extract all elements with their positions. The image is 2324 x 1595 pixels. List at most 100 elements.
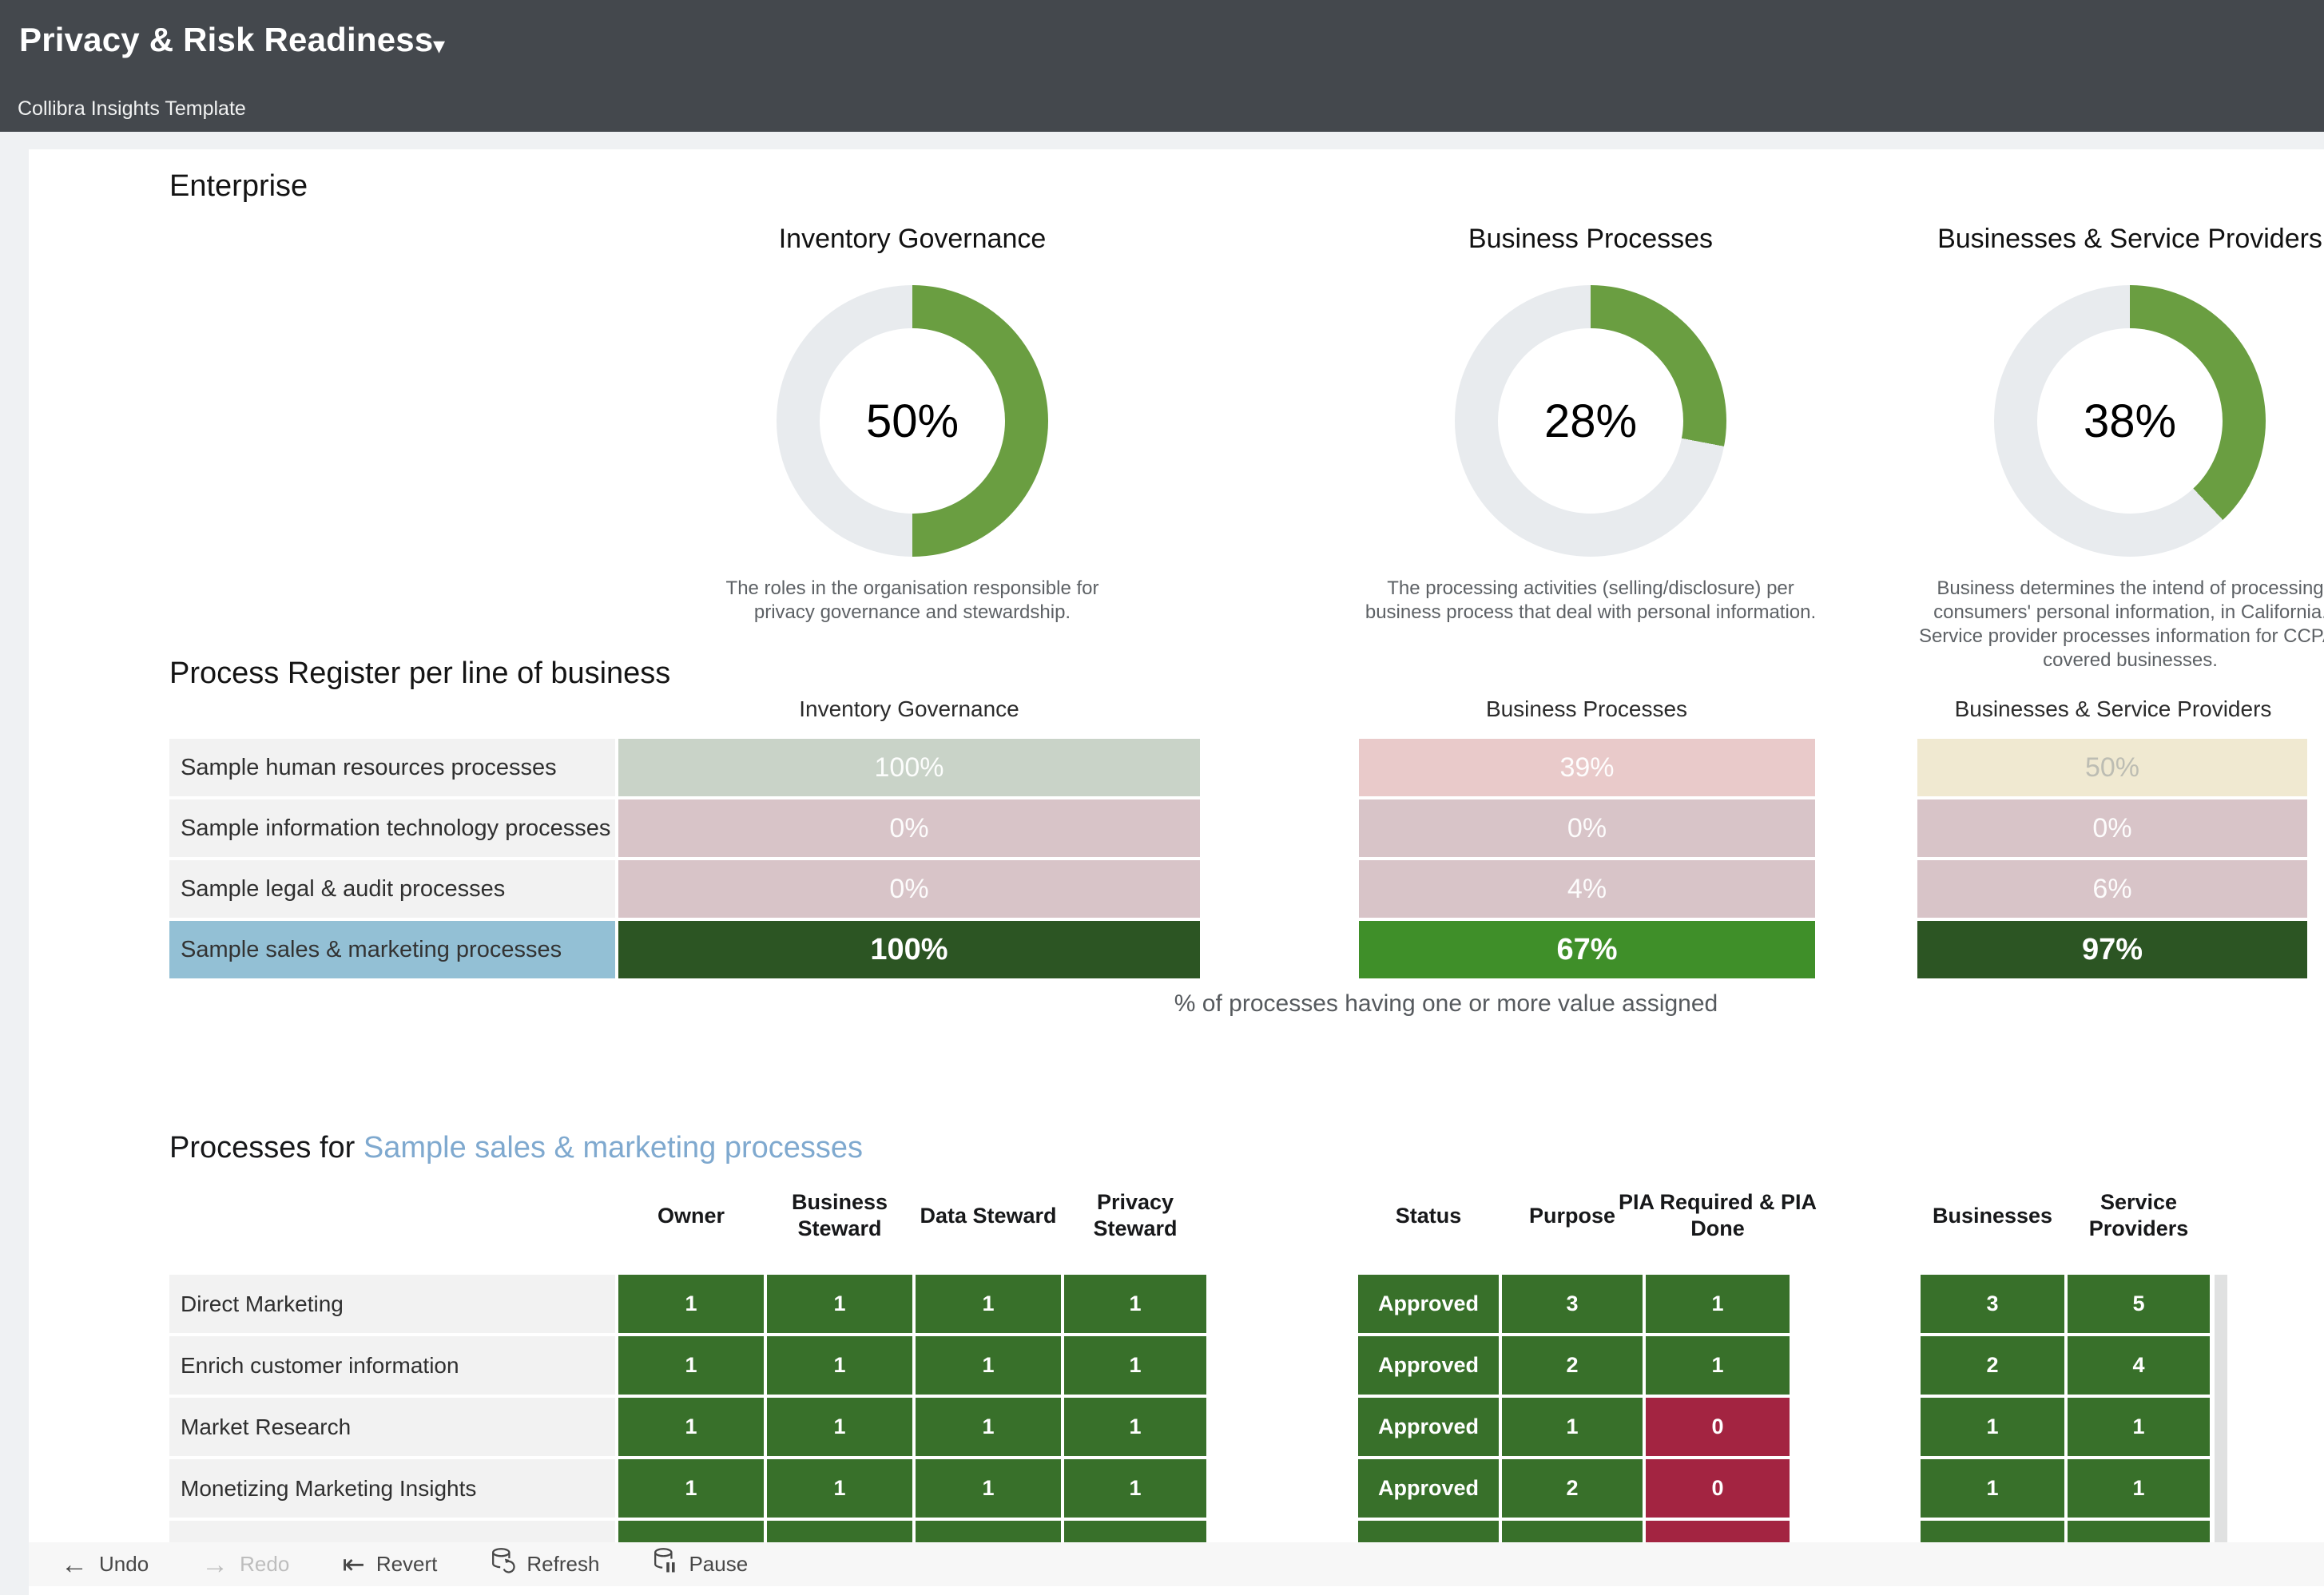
process-cell-purpose[interactable]: 2	[1502, 1459, 1643, 1518]
register-row-selected: Sample sales & marketing processes 100% …	[0, 921, 2324, 978]
process-cell-data-steward[interactable]: 1	[916, 1336, 1061, 1395]
bottom-toolbar: ← Undo → Redo ⇤ Revert Refresh	[29, 1542, 2324, 1586]
process-cell-pia[interactable]: 0	[1646, 1398, 1790, 1456]
register-cell[interactable]: 50%	[1917, 739, 2307, 796]
database-refresh-icon	[490, 1547, 516, 1581]
process-row: Market Research 1 1 1 1 Approved 1 0 1 1	[0, 1398, 2324, 1456]
processes-column-header-businesses: Businesses	[1932, 1203, 2053, 1228]
process-cell-pia[interactable]: 1	[1646, 1336, 1790, 1395]
process-cell-business-steward[interactable]: 1	[767, 1336, 912, 1395]
process-cell-status[interactable]: Approved	[1358, 1459, 1499, 1518]
process-cell-purpose[interactable]: 1	[1502, 1398, 1643, 1456]
register-cell[interactable]: 97%	[1917, 921, 2307, 978]
process-cell-owner[interactable]: 1	[618, 1459, 764, 1518]
process-cell-business-steward[interactable]: 1	[767, 1275, 912, 1333]
revert-label: Revert	[375, 1552, 438, 1576]
register-row-label[interactable]: Sample human resources processes	[169, 739, 615, 796]
process-cell-owner[interactable]: 1	[618, 1336, 764, 1395]
register-cell[interactable]: 100%	[618, 921, 1200, 978]
process-cell-data-steward[interactable]: 1	[916, 1275, 1061, 1333]
processes-column-header-owner: Owner	[657, 1203, 725, 1228]
donut-value-label: 28%	[1543, 395, 1638, 447]
process-cell-businesses[interactable]: 1	[1921, 1398, 2064, 1456]
processes-column-header-service-providers: Service Providers	[2088, 1190, 2189, 1240]
process-cell-businesses[interactable]: 3	[1921, 1275, 2064, 1333]
process-row-label[interactable]: Market Research	[169, 1398, 615, 1456]
process-cell-owner[interactable]: 1	[618, 1275, 764, 1333]
process-cell-pia[interactable]: 1	[1646, 1275, 1790, 1333]
register-cell[interactable]: 100%	[618, 739, 1200, 796]
process-row: Monetizing Marketing Insights 1 1 1 1 Ap…	[0, 1459, 2324, 1518]
donut-chart-business-processes[interactable]: 28%	[1455, 285, 1726, 557]
register-cell[interactable]: 0%	[1917, 799, 2307, 857]
register-column-header: Inventory Governance	[799, 696, 1019, 721]
register-cell[interactable]: 39%	[1359, 739, 1815, 796]
donut-chart-inventory-governance[interactable]: 50%	[777, 285, 1048, 557]
chevron-down-icon[interactable]: ▾	[433, 33, 446, 59]
pause-button[interactable]: Pause	[652, 1547, 748, 1581]
processes-column-header-status: Status	[1395, 1203, 1462, 1228]
process-cell-privacy-steward[interactable]: 1	[1064, 1459, 1206, 1518]
donut-chart-businesses-service-providers[interactable]: 38%	[1994, 285, 2266, 557]
register-footnote: % of processes having one or more value …	[1174, 990, 1718, 1017]
register-column-header: Businesses & Service Providers	[1954, 696, 2272, 721]
table-vertical-scrollbar[interactable]	[2215, 1275, 2227, 1542]
register-row-label[interactable]: Sample information technology processes	[169, 799, 615, 857]
processes-column-header-pia: PIA Required & PIA Done	[1618, 1190, 1817, 1240]
database-pause-icon	[652, 1547, 677, 1581]
revert-button[interactable]: ⇤ Revert	[342, 1549, 438, 1580]
register-row: Sample human resources processes 100% 39…	[0, 739, 2324, 796]
process-row-label[interactable]: Monetizing Marketing Insights	[169, 1459, 615, 1518]
donut-value-label: 50%	[865, 395, 959, 447]
process-cell-privacy-steward[interactable]: 1	[1064, 1275, 1206, 1333]
process-cell-status[interactable]: Approved	[1358, 1398, 1499, 1456]
processes-column-header-privacy-steward: Privacy Steward	[1093, 1190, 1178, 1240]
process-cell-purpose[interactable]: 2	[1502, 1336, 1643, 1395]
process-cell-data-steward[interactable]: 1	[916, 1398, 1061, 1456]
donut-description: The processing activities (selling/discl…	[1365, 577, 1817, 623]
pause-label: Pause	[689, 1552, 749, 1576]
process-cell-service-providers[interactable]: 5	[2068, 1275, 2210, 1333]
register-cell[interactable]: 67%	[1359, 921, 1815, 978]
processes-column-header-business-steward: Business Steward	[791, 1190, 888, 1240]
process-cell-businesses[interactable]: 1	[1921, 1459, 2064, 1518]
donut-hole: 28%	[1498, 328, 1683, 514]
processes-title-prefix: Processes for	[169, 1131, 363, 1165]
report-title[interactable]: Privacy & Risk Readiness	[19, 21, 434, 58]
redo-button[interactable]: → Redo	[201, 1551, 289, 1578]
process-cell-privacy-steward[interactable]: 1	[1064, 1336, 1206, 1395]
register-cell[interactable]: 4%	[1359, 860, 1815, 918]
process-cell-service-providers[interactable]: 1	[2068, 1459, 2210, 1518]
process-cell-service-providers[interactable]: 4	[2068, 1336, 2210, 1395]
register-cell[interactable]: 0%	[1359, 799, 1815, 857]
process-row-label[interactable]: Direct Marketing	[169, 1275, 615, 1333]
process-row-label[interactable]: Enrich customer information	[169, 1336, 615, 1395]
process-cell-service-providers[interactable]: 1	[2068, 1398, 2210, 1456]
process-cell-business-steward[interactable]: 1	[767, 1398, 912, 1456]
register-cell[interactable]: 0%	[618, 799, 1200, 857]
processes-column-header-purpose: Purpose	[1528, 1203, 1616, 1228]
refresh-label: Refresh	[526, 1552, 600, 1576]
arrow-to-bar-icon: ⇤	[342, 1549, 365, 1580]
process-cell-purpose[interactable]: 3	[1502, 1275, 1643, 1333]
process-cell-data-steward[interactable]: 1	[916, 1459, 1061, 1518]
section-title-processes: Processes for Sample sales & marketing p…	[169, 1131, 863, 1165]
register-row-label[interactable]: Sample legal & audit processes	[169, 860, 615, 918]
process-cell-status[interactable]: Approved	[1358, 1336, 1499, 1395]
process-cell-business-steward[interactable]: 1	[767, 1459, 912, 1518]
undo-label: Undo	[99, 1552, 149, 1576]
undo-button[interactable]: ← Undo	[61, 1551, 149, 1578]
process-cell-owner[interactable]: 1	[618, 1398, 764, 1456]
refresh-button[interactable]: Refresh	[490, 1547, 599, 1581]
donut-hole: 38%	[2037, 328, 2223, 514]
register-row-label[interactable]: Sample sales & marketing processes	[169, 921, 615, 978]
process-cell-businesses[interactable]: 2	[1921, 1336, 2064, 1395]
register-cell[interactable]: 6%	[1917, 860, 2307, 918]
donut-value-label: 38%	[2083, 395, 2177, 447]
process-cell-privacy-steward[interactable]: 1	[1064, 1398, 1206, 1456]
processes-title-link[interactable]: Sample sales & marketing processes	[363, 1131, 864, 1165]
process-cell-pia[interactable]: 0	[1646, 1459, 1790, 1518]
process-cell-status[interactable]: Approved	[1358, 1275, 1499, 1333]
register-cell[interactable]: 0%	[618, 860, 1200, 918]
